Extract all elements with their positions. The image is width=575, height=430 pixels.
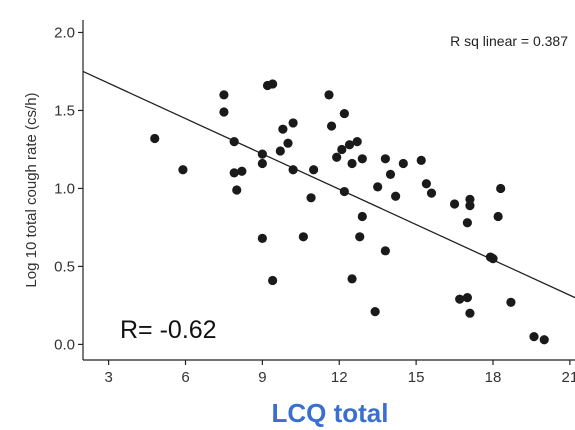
y-tick-label: 2.0: [54, 24, 75, 41]
data-point: [355, 232, 365, 242]
data-point: [529, 332, 539, 342]
data-point: [283, 138, 293, 148]
data-point: [465, 200, 475, 211]
data-point: [219, 107, 229, 117]
x-tick-label: 15: [408, 369, 425, 386]
correlation-label: R= -0.62: [120, 316, 217, 344]
r-squared-annotation: R sq linear = 0.387: [450, 33, 568, 49]
data-point: [488, 254, 498, 264]
data-point: [380, 246, 390, 256]
data-point: [398, 158, 408, 169]
data-points: [150, 79, 549, 345]
data-point: [324, 90, 334, 100]
data-point: [462, 218, 472, 228]
data-point: [268, 275, 278, 286]
data-point: [347, 274, 357, 284]
data-point: [337, 144, 347, 155]
data-point: [257, 233, 267, 243]
data-point: [449, 199, 460, 209]
data-point: [309, 165, 319, 175]
data-point: [257, 149, 267, 159]
data-point: [496, 183, 506, 194]
y-tick-label: 0.0: [54, 336, 75, 353]
data-point: [416, 155, 426, 165]
data-point: [391, 191, 401, 201]
data-point: [275, 146, 285, 156]
y-tick-label: 1.0: [54, 180, 75, 197]
data-point: [357, 154, 367, 164]
x-tick-label: 12: [331, 369, 348, 386]
data-point: [539, 335, 549, 345]
y-tick-label: 1.5: [54, 102, 75, 119]
data-point: [373, 182, 383, 192]
data-point: [298, 232, 308, 242]
y-axis-ticks: 0.0 0.5 1.0 1.5 2.0: [54, 24, 83, 353]
x-tick-label: 6: [181, 369, 189, 386]
data-point: [347, 158, 357, 169]
data-point: [237, 166, 247, 176]
data-point: [426, 188, 437, 198]
data-point: [352, 137, 362, 147]
x-axis-ticks: 3 6 9 12 15 18 21: [104, 360, 575, 386]
data-point: [150, 133, 160, 144]
x-tick-label: 21: [562, 369, 575, 386]
data-point: [380, 154, 390, 164]
data-point: [385, 169, 396, 180]
data-point: [462, 293, 472, 303]
data-point: [278, 124, 288, 134]
data-point: [339, 108, 349, 119]
data-point: [339, 186, 349, 197]
data-point: [370, 307, 380, 317]
data-point: [257, 158, 267, 169]
data-point: [288, 118, 298, 128]
data-point: [344, 140, 355, 150]
x-axis-title: LCQ total: [272, 398, 389, 428]
data-point: [219, 90, 229, 100]
data-point: [288, 165, 298, 175]
data-point: [326, 121, 337, 131]
y-tick-label: 0.5: [54, 258, 75, 275]
data-point: [268, 79, 278, 89]
data-point: [229, 168, 239, 178]
data-point: [421, 179, 431, 189]
y-axis-title: Log 10 total cough rate (cs/h): [23, 92, 40, 287]
x-tick-label: 18: [485, 369, 502, 386]
data-point: [357, 211, 367, 222]
data-point: [506, 297, 516, 307]
data-point: [332, 152, 342, 162]
data-point: [178, 165, 188, 175]
data-point: [455, 294, 465, 304]
data-point: [465, 308, 475, 318]
data-point: [306, 193, 316, 203]
data-point: [232, 185, 242, 195]
x-tick-label: 3: [104, 369, 112, 386]
data-point: [493, 211, 503, 222]
x-tick-label: 9: [258, 369, 266, 386]
data-point: [229, 137, 239, 147]
